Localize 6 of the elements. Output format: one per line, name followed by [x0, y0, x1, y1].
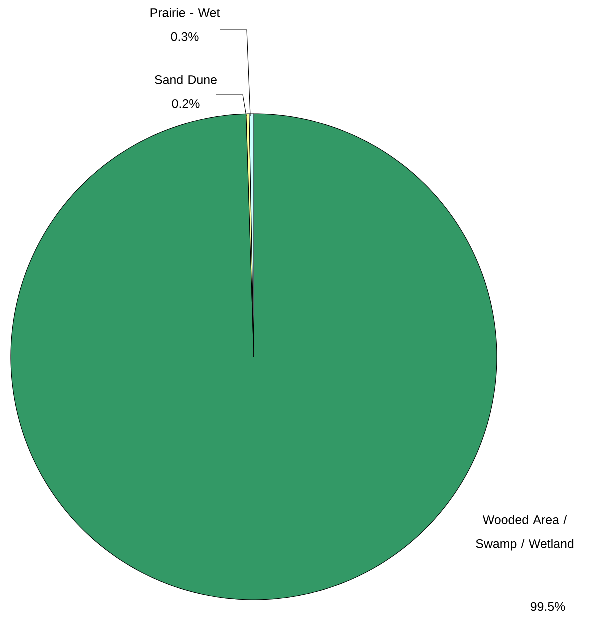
data-label: 99.5% [530, 602, 566, 612]
slice-label: Sand Dune [155, 75, 217, 84]
slice-label: Wooded Area / Swamp / Wetland [476, 515, 574, 551]
data-label: 0.2% [172, 99, 200, 108]
slice-label: Prairie - Wet [150, 8, 220, 18]
data-label: 0.3% [171, 32, 199, 42]
